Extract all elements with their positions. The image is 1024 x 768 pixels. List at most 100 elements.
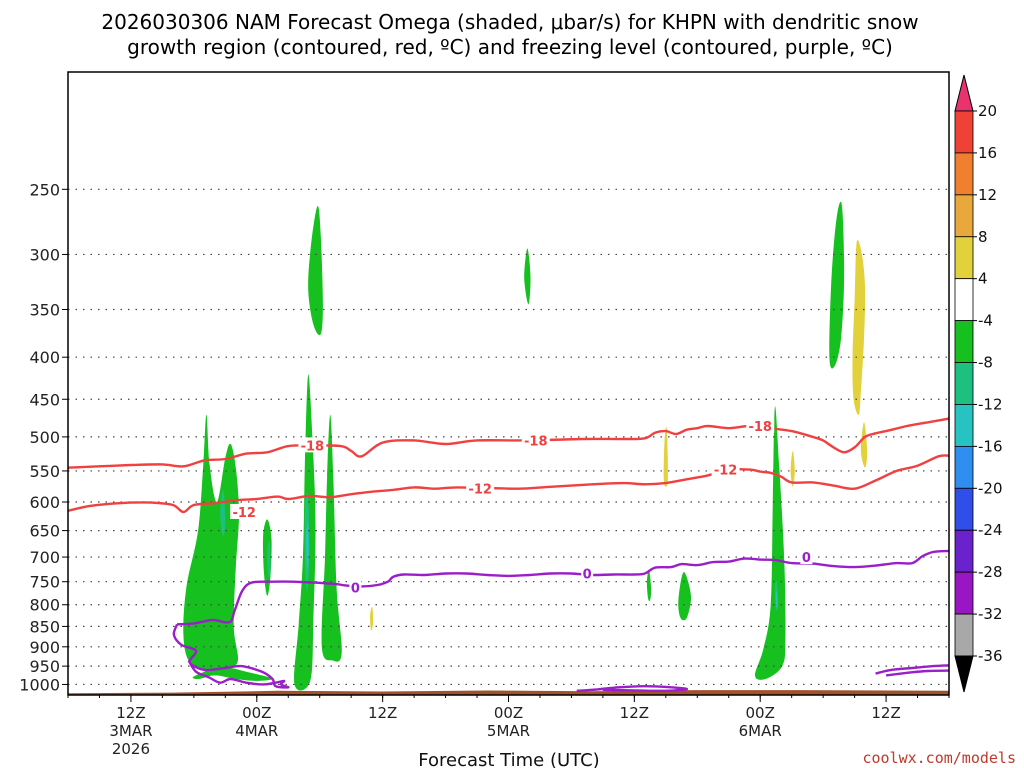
colorbar-label: -36 [978, 647, 1003, 665]
y-tick-label: 550 [29, 462, 60, 481]
colorbar-label: -24 [978, 521, 1003, 539]
y-tick-label: 500 [29, 428, 60, 447]
contour-label-bg [581, 565, 594, 581]
ground-layer [68, 690, 949, 695]
x-axis-label: Forecast Time (UTC) [418, 750, 599, 768]
colorbar-label: -32 [978, 605, 1003, 623]
colorbar-swatch [954, 529, 974, 573]
site-credit: coolwx.com/models [862, 749, 1016, 767]
ground-terrain [68, 690, 949, 695]
y-tick-label: 600 [29, 493, 60, 512]
colorbar-lower-arrow [954, 655, 974, 693]
omega-region [646, 569, 652, 602]
y-tick-label: 900 [29, 638, 60, 657]
colorbar-swatch [954, 362, 974, 405]
y-tick-label: 750 [29, 573, 60, 592]
colorbar-label: 8 [978, 228, 988, 246]
chart-title-line-2: growth region (contoured, red, ºC) and f… [127, 35, 893, 59]
x-tick-label: 2026 [112, 740, 150, 758]
colorbar-swatch [954, 320, 974, 363]
contour-line [177, 549, 949, 626]
contour-label-bg [711, 461, 740, 477]
colorbar-swatch [954, 487, 974, 531]
contour-line [172, 623, 290, 689]
y-tick-label: 700 [29, 548, 60, 567]
y-tick-label: 650 [29, 522, 60, 541]
x-tick-label: 6MAR [739, 722, 782, 740]
y-tick-label: 450 [29, 390, 60, 409]
y-tick-label: 1000 [19, 675, 60, 694]
colorbar-label: 4 [978, 270, 988, 288]
colorbar-swatch [954, 445, 974, 489]
omega-region [678, 571, 692, 621]
omega-region [321, 414, 342, 662]
colorbar-swatch [954, 404, 974, 447]
omega-region [829, 201, 845, 369]
contour-label: -18 [748, 420, 772, 435]
omega-region [524, 248, 531, 305]
omega-region [308, 206, 323, 336]
colorbar-label: 20 [978, 102, 997, 120]
omega-colorbar: 20 16 12 8 4 -4 -8 -12 -16 -20 -24 -28 -32 -36 [954, 74, 1003, 693]
colorbar-label: -28 [978, 563, 1003, 581]
y-tick-label: 950 [29, 657, 60, 676]
colorbar-swatch [954, 110, 974, 154]
colorbar-label: -16 [978, 437, 1003, 455]
omega-region [775, 590, 778, 608]
omega-region [860, 422, 868, 468]
colorbar-label: 12 [978, 186, 997, 204]
colorbar-swatch [954, 194, 974, 238]
omega-region [663, 426, 668, 487]
colorbar-upper-arrow [954, 74, 974, 112]
contour-layer: -18 -18 -18 -12 -12 -12 0 0 0 [68, 417, 949, 693]
chart-title-line-1: 2026030306 NAM Forecast Omega (shaded, μ… [101, 10, 918, 34]
y-tick-label: 300 [29, 245, 60, 264]
colorbar-swatch [954, 571, 974, 615]
colorbar-label: -8 [978, 354, 993, 372]
contour-label-bg [230, 503, 259, 519]
x-tick-label: 5MAR [487, 722, 530, 740]
contour-label-bg [521, 432, 550, 448]
x-tick-label: 12Z [116, 704, 145, 722]
x-tick-label: 12Z [620, 704, 649, 722]
contour-label-bg [466, 480, 495, 496]
contour-line [875, 664, 949, 675]
colorbar-swatch [954, 278, 974, 322]
colorbar-swatch [954, 152, 974, 196]
colorbar-label: -4 [978, 312, 993, 330]
contour-label: -18 [524, 434, 548, 449]
x-tick-label: 12Z [368, 704, 397, 722]
x-tick-label: 00Z [746, 704, 775, 722]
contour-line [885, 669, 949, 677]
omega-region [370, 606, 374, 631]
y-tick-label: 400 [29, 348, 60, 367]
x-tick-label: 4MAR [235, 722, 278, 740]
contour-label-bg [800, 549, 813, 565]
omega-region [852, 239, 866, 415]
contour-label: 0 [802, 551, 811, 566]
x-tick-label: 00Z [494, 704, 523, 722]
contour-label-bg [298, 437, 327, 453]
contour-label: -12 [232, 506, 256, 521]
x-tick-label: 12Z [871, 704, 900, 722]
colorbar-label: -20 [978, 479, 1003, 497]
y-tick-label: 250 [29, 180, 60, 199]
contour-label-bg [746, 418, 775, 434]
x-tick-label: 00Z [242, 704, 271, 722]
contour-line [68, 417, 949, 469]
contour-line [68, 454, 949, 514]
colorbar-swatch [954, 613, 974, 657]
contour-label: -18 [301, 439, 325, 454]
contour-label: 0 [583, 568, 592, 583]
contour-line [576, 685, 689, 693]
omega-region [183, 414, 239, 671]
x-tick-label: 3MAR [109, 722, 152, 740]
omega-region [754, 406, 786, 680]
y-tick-label: 850 [29, 617, 60, 636]
omega-region [790, 450, 795, 487]
colorbar-label: 16 [978, 144, 997, 162]
omega-region [267, 540, 271, 578]
contour-label: 0 [351, 581, 360, 596]
